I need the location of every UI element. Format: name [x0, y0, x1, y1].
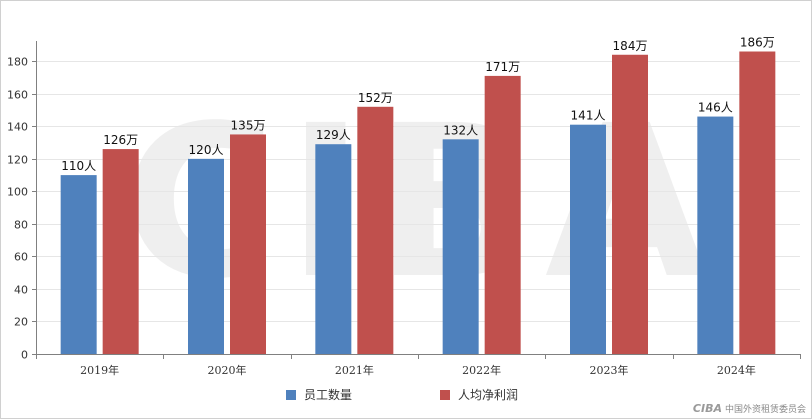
data-label: 126万: [103, 133, 138, 147]
y-tick-label: 40: [14, 284, 28, 297]
bar-profit: [612, 54, 648, 354]
grid-layer: [36, 61, 800, 322]
y-tick-label: 60: [14, 251, 28, 264]
bar-staff: [697, 116, 734, 354]
bar-staff: [442, 139, 479, 354]
ciba-logo: CIBA: [692, 401, 722, 415]
y-tick-label: 0: [21, 349, 28, 362]
data-label: 152万: [358, 91, 393, 105]
y-tick-label: 120: [7, 154, 28, 167]
x-tick-label: 2020年: [208, 363, 247, 377]
legend-label: 员工数量: [304, 387, 352, 402]
bar-profit: [357, 106, 394, 354]
bar-staff: [570, 124, 606, 354]
y-tick-label: 180: [7, 56, 28, 69]
x-tick-label: 2023年: [590, 363, 629, 377]
y-tick-label: 100: [7, 186, 28, 199]
legend-label: 人均净利润: [458, 388, 518, 402]
data-label: 120人: [189, 143, 224, 157]
bar-staff: [188, 158, 224, 354]
data-label: 186万: [740, 36, 775, 50]
legend: 员工数量 人均净利润: [286, 387, 518, 402]
data-label: 146人: [698, 101, 733, 115]
labels-layer: 110人 126万 120人 135万 129人 152万 132人 171万 141人 184万…: [61, 36, 775, 174]
legend-swatch: [440, 390, 450, 400]
bar-profit: [230, 134, 266, 354]
footer-org-name: 中国外资租赁委员会: [724, 404, 806, 415]
data-label: 141人: [571, 109, 606, 123]
x-tick-label: 2024年: [717, 363, 756, 377]
data-label: 132人: [443, 123, 478, 137]
bar-profit: [739, 51, 776, 355]
legend-swatch: [286, 390, 296, 400]
axes-layer: 0 20 40 60 80 100 120 140 160 180 2019年 2020年 2021年 2…: [7, 41, 801, 377]
bar-profit: [484, 75, 521, 355]
bar-profit: [102, 149, 139, 354]
x-tick-label: 2022年: [462, 363, 501, 377]
data-label: 129人: [316, 128, 351, 142]
bar-staff: [60, 175, 97, 354]
y-tick-label: 140: [7, 121, 28, 134]
x-tick-label: 2019年: [80, 363, 119, 377]
bar-staff: [315, 144, 352, 354]
data-label: 184万: [613, 39, 648, 53]
y-tick-label: 160: [7, 89, 28, 102]
y-tick-label: 80: [14, 219, 28, 232]
bars-layer: [60, 51, 776, 355]
data-label: 171万: [485, 60, 520, 74]
y-tick-label: 20: [14, 316, 28, 329]
data-label: 135万: [231, 118, 266, 132]
x-tick-label: 2021年: [335, 363, 374, 377]
footer-brand: CIBA 中国外资租赁委员会: [693, 400, 806, 416]
data-label: 110人: [61, 159, 96, 173]
